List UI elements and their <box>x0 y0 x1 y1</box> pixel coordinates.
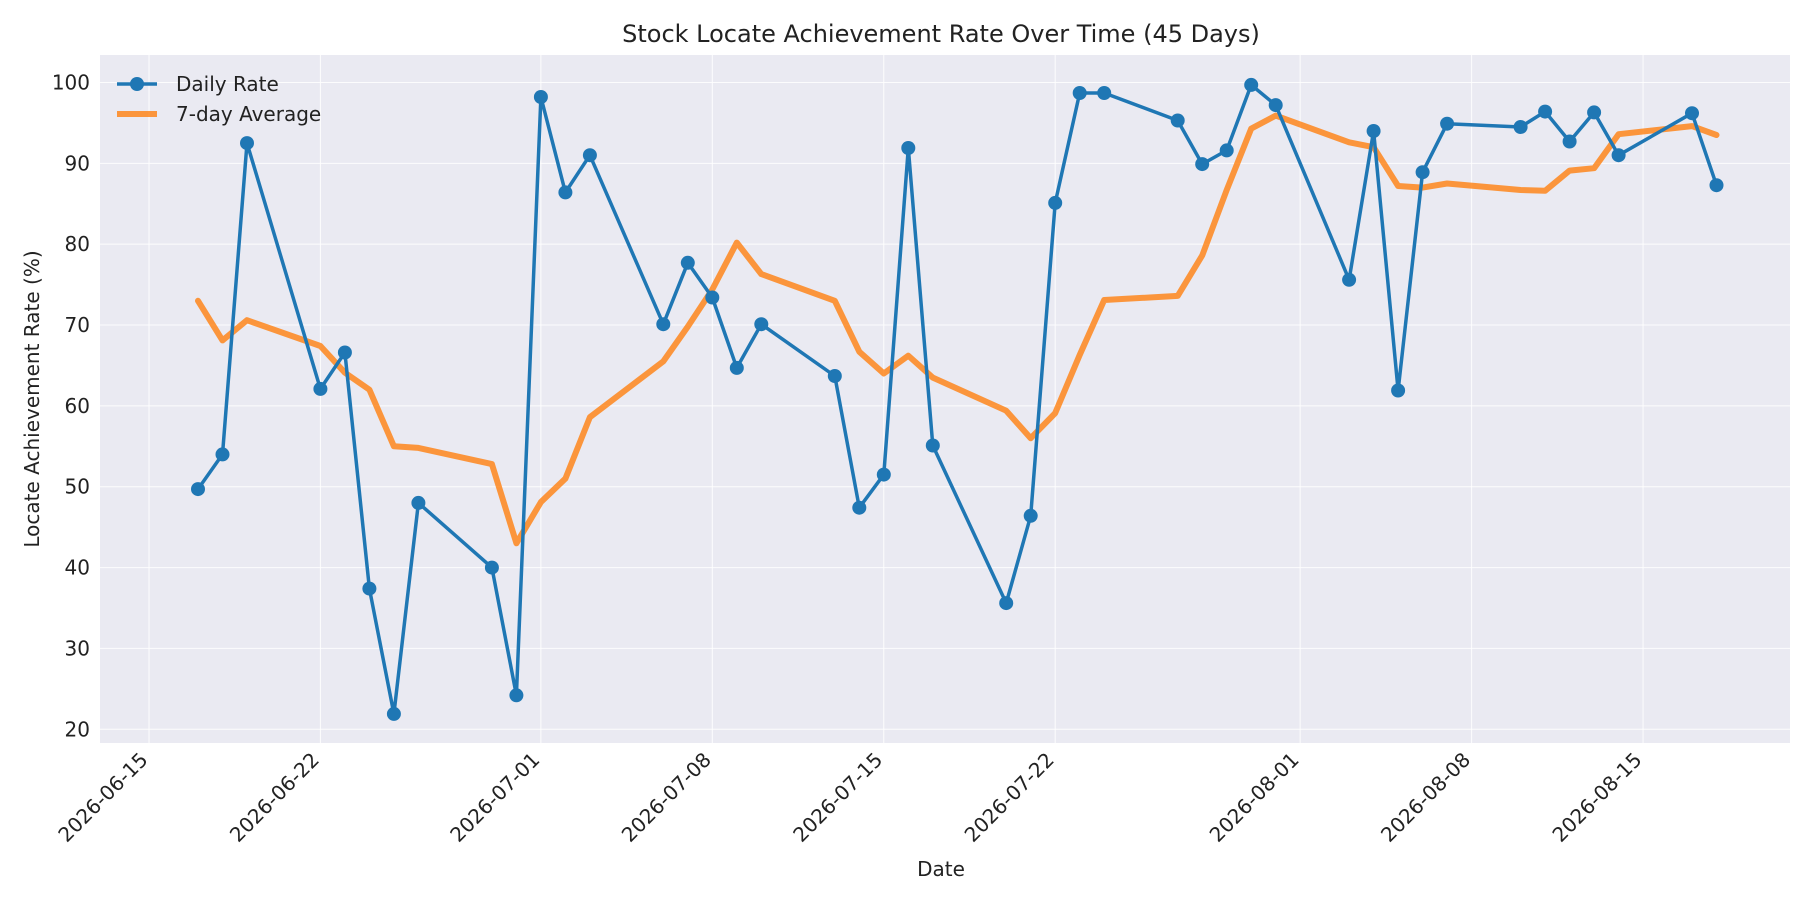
daily-point <box>1244 77 1259 92</box>
daily-point <box>1440 116 1455 131</box>
daily-point <box>1415 165 1430 180</box>
daily-point <box>1391 383 1406 398</box>
daily-point <box>999 596 1014 611</box>
daily-point <box>680 255 695 270</box>
daily-point <box>1170 113 1185 128</box>
y-tick-label: 20 <box>65 717 90 741</box>
daily-point <box>1048 195 1063 210</box>
y-tick-label: 100 <box>52 70 90 94</box>
daily-point <box>191 482 205 497</box>
y-tick-label: 30 <box>65 636 90 660</box>
y-tick-label: 60 <box>65 394 90 418</box>
daily-point <box>337 345 352 360</box>
daily-point <box>313 381 328 396</box>
y-tick-label: 80 <box>65 232 90 256</box>
avg-series <box>195 112 1720 547</box>
daily-point <box>1587 105 1602 120</box>
y-tick-label: 40 <box>65 556 90 580</box>
vertical-gridlines <box>148 55 1644 743</box>
daily-point <box>827 369 842 383</box>
daily-point <box>484 560 499 575</box>
daily-point <box>1097 86 1112 100</box>
daily-point <box>1195 157 1210 172</box>
daily-point <box>656 317 671 332</box>
daily-point <box>754 317 769 332</box>
legend-daily-label: Daily Rate <box>176 72 279 96</box>
y-tick-label: 70 <box>65 313 90 337</box>
daily-point <box>386 706 401 721</box>
daily-point <box>1685 106 1699 121</box>
y-tick-label: 50 <box>65 475 90 499</box>
y-tick-label: 90 <box>65 151 90 175</box>
daily-point <box>362 581 377 596</box>
y-axis-title: Locate Achievement Rate (%) <box>20 250 44 547</box>
daily-point <box>582 148 597 163</box>
daily-point <box>1366 124 1381 138</box>
legend: Daily Rate 7-day Average <box>117 72 321 126</box>
daily-point <box>558 185 573 200</box>
daily-point <box>1513 120 1528 134</box>
x-axis-title: Date <box>917 857 965 881</box>
daily-point <box>1219 143 1234 158</box>
daily-point <box>1072 86 1087 100</box>
daily-point <box>240 136 254 151</box>
plot-area <box>100 55 1790 743</box>
daily-point <box>1709 178 1724 193</box>
avg-series-line <box>195 112 1720 547</box>
daily-point <box>1268 98 1283 113</box>
daily-point <box>852 500 867 515</box>
daily-point <box>1342 272 1357 287</box>
daily-point <box>729 360 744 375</box>
daily-point <box>705 290 720 305</box>
daily-point <box>411 495 426 510</box>
chart-title: Stock Locate Achievement Rate Over Time … <box>622 20 1260 48</box>
daily-point <box>876 467 891 482</box>
daily-point <box>509 688 524 703</box>
daily-point <box>1611 148 1626 163</box>
y-axis-ticks: 20 30 40 50 60 70 80 90 100 <box>52 70 90 741</box>
daily-point <box>925 438 940 453</box>
legend-avg-label: 7-day Average <box>176 102 321 126</box>
daily-point <box>1562 134 1577 149</box>
legend-daily-marker <box>130 77 144 91</box>
daily-point <box>215 447 230 462</box>
daily-point <box>1538 104 1553 119</box>
daily-point <box>1023 508 1038 523</box>
daily-series <box>191 77 1724 721</box>
daily-point <box>901 141 916 155</box>
daily-point <box>533 90 548 104</box>
